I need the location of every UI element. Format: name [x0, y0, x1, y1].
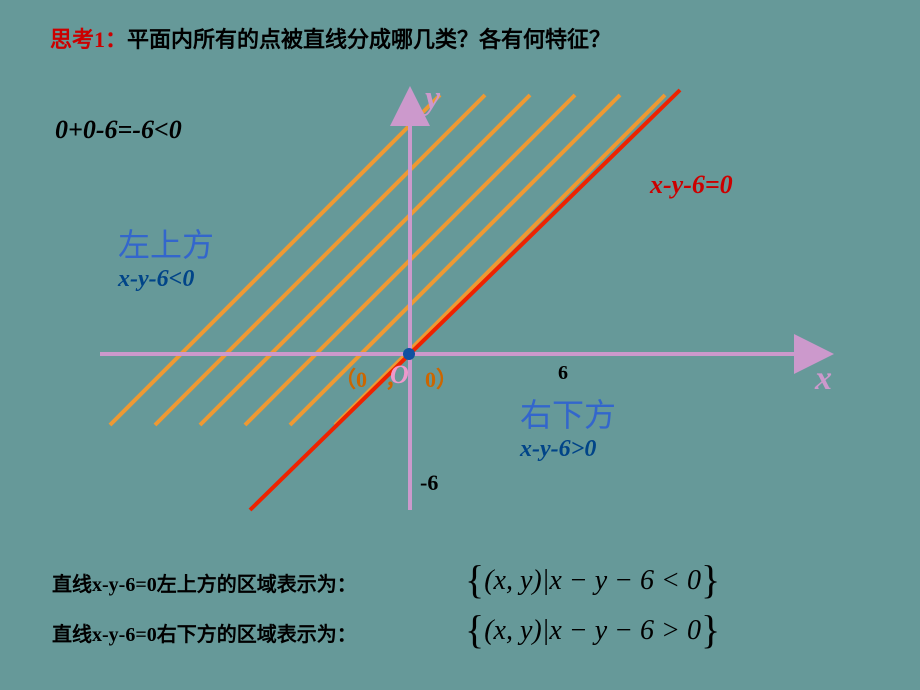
set-notation-lower: {(x, y)|x − y − 6 > 0}	[465, 602, 720, 649]
y-axis-label: y	[425, 80, 440, 118]
brace-left-icon: {	[465, 607, 484, 652]
y-tick-neg6: -6	[420, 470, 438, 496]
question-title: 思考1：平面内所有的点被直线分成哪几类？各有何特征？	[50, 22, 611, 54]
origin-comma: ，	[367, 367, 425, 392]
origin-coordinates: （0，0）	[334, 362, 458, 394]
set-notation-upper: {(x, y)|x − y − 6 < 0}	[465, 552, 720, 599]
brace-right-icon: }	[701, 607, 720, 652]
set1-inner: (x, y)|x − y − 6 < 0	[484, 565, 701, 596]
coordinate-chart	[90, 80, 840, 530]
title-rest: 平面内所有的点被直线分成哪几类？各有何特征？	[127, 27, 611, 52]
title-prefix: 思考1：	[50, 27, 127, 52]
brace-right-icon: }	[701, 557, 720, 602]
brace-left-icon: {	[465, 557, 484, 602]
set2-inner: (x, y)|x − y − 6 > 0	[484, 615, 701, 646]
x-tick-6: 6	[558, 362, 568, 385]
origin-point-icon	[403, 348, 415, 360]
bottom-line-1: 直线x-y-6=0左上方的区域表示为：	[52, 568, 357, 597]
origin-left: （0	[334, 367, 367, 392]
origin-right: 0）	[425, 367, 458, 392]
x-axis-label: x	[815, 360, 832, 398]
bottom-line-2: 直线x-y-6=0右下方的区域表示为：	[52, 618, 357, 647]
